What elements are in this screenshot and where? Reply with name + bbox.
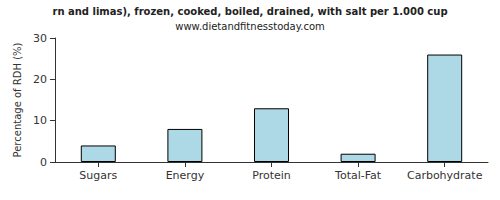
svg-text:30: 30	[33, 32, 47, 45]
svg-text:Total-Fat: Total-Fat	[334, 169, 382, 182]
svg-text:Energy: Energy	[166, 169, 205, 182]
svg-text:www.dietandfitnesstoday.com: www.dietandfitnesstoday.com	[175, 21, 324, 32]
svg-text:Protein: Protein	[252, 169, 291, 182]
svg-text:20: 20	[33, 73, 47, 86]
svg-text:rn and limas), frozen, cooked,: rn and limas), frozen, cooked, boiled, d…	[52, 6, 447, 17]
svg-text:Sugars: Sugars	[79, 169, 117, 182]
svg-text:Percentage of RDH (%): Percentage of RDH (%)	[12, 42, 23, 157]
svg-text:Carbohydrate: Carbohydrate	[407, 169, 483, 182]
svg-text:10: 10	[33, 114, 47, 127]
svg-text:0: 0	[40, 156, 47, 169]
